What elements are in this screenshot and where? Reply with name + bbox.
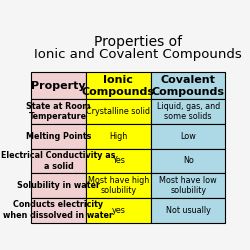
Text: Conducts electricity
when dissolved in water: Conducts electricity when dissolved in w… bbox=[4, 200, 114, 220]
Bar bbox=[86, 173, 152, 198]
Text: Ionic
Compounds: Ionic Compounds bbox=[82, 75, 155, 97]
Bar bbox=[152, 198, 225, 222]
Bar bbox=[152, 72, 225, 99]
Bar bbox=[31, 72, 86, 99]
Bar bbox=[86, 124, 152, 148]
Text: Property: Property bbox=[31, 81, 86, 91]
Text: Most have high
solubility: Most have high solubility bbox=[88, 176, 149, 195]
Bar bbox=[31, 124, 86, 148]
Bar bbox=[31, 148, 86, 173]
Bar bbox=[152, 124, 225, 148]
Text: Low: Low bbox=[180, 132, 196, 141]
Bar bbox=[86, 148, 152, 173]
Text: Properties of: Properties of bbox=[94, 35, 182, 49]
Bar bbox=[31, 99, 86, 124]
Text: Liquid, gas, and
some solids: Liquid, gas, and some solids bbox=[156, 102, 220, 121]
Text: Solubility in water: Solubility in water bbox=[17, 181, 100, 190]
Text: Electrical Conductivity as
a solid: Electrical Conductivity as a solid bbox=[1, 151, 116, 171]
Bar bbox=[152, 148, 225, 173]
Bar bbox=[31, 198, 86, 222]
Text: High: High bbox=[109, 132, 128, 141]
Bar bbox=[86, 72, 152, 99]
Text: yes: yes bbox=[112, 206, 126, 215]
Text: Yes: Yes bbox=[112, 156, 125, 166]
Text: Ionic and Covalent Compounds: Ionic and Covalent Compounds bbox=[34, 48, 242, 61]
Text: Most have low
solubility: Most have low solubility bbox=[160, 176, 217, 195]
Bar bbox=[86, 99, 152, 124]
Bar bbox=[152, 173, 225, 198]
Text: Melting Points: Melting Points bbox=[26, 132, 91, 141]
Text: Not usually: Not usually bbox=[166, 206, 210, 215]
Bar bbox=[152, 99, 225, 124]
Text: Covalent
Compounds: Covalent Compounds bbox=[152, 75, 225, 97]
Text: Crystalline solid: Crystalline solid bbox=[86, 107, 150, 116]
Text: No: No bbox=[183, 156, 194, 166]
Bar bbox=[86, 198, 152, 222]
Bar bbox=[31, 173, 86, 198]
Text: State at Room
Temperature: State at Room Temperature bbox=[26, 102, 90, 121]
